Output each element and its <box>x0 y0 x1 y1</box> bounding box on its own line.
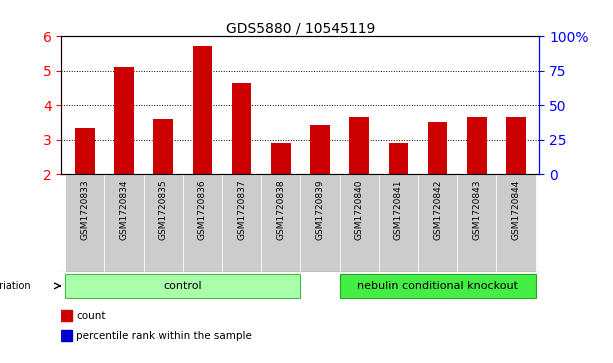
Bar <box>389 143 408 174</box>
Bar <box>153 119 173 174</box>
FancyBboxPatch shape <box>379 174 418 272</box>
Text: GSM1720838: GSM1720838 <box>276 179 285 240</box>
Text: count: count <box>76 311 105 321</box>
Bar <box>310 125 330 174</box>
FancyBboxPatch shape <box>65 274 300 298</box>
Text: GSM1720836: GSM1720836 <box>198 179 207 240</box>
FancyBboxPatch shape <box>104 174 143 272</box>
FancyBboxPatch shape <box>65 174 104 272</box>
Text: GSM1720843: GSM1720843 <box>472 179 481 240</box>
Title: GDS5880 / 10545119: GDS5880 / 10545119 <box>226 21 375 35</box>
Text: GSM1720842: GSM1720842 <box>433 179 442 240</box>
Bar <box>192 46 212 174</box>
Text: GSM1720834: GSM1720834 <box>120 179 129 240</box>
Bar <box>271 143 291 174</box>
Bar <box>428 122 447 174</box>
Text: control: control <box>164 281 202 291</box>
Text: GSM1720841: GSM1720841 <box>394 179 403 240</box>
Bar <box>506 117 526 174</box>
Text: GSM1720840: GSM1720840 <box>355 179 364 240</box>
FancyBboxPatch shape <box>143 174 183 272</box>
Bar <box>61 330 72 341</box>
Bar <box>349 117 369 174</box>
FancyBboxPatch shape <box>497 174 536 272</box>
Bar <box>114 68 134 174</box>
FancyBboxPatch shape <box>340 174 379 272</box>
FancyBboxPatch shape <box>340 274 536 298</box>
FancyBboxPatch shape <box>418 174 457 272</box>
Bar <box>75 128 94 174</box>
FancyBboxPatch shape <box>183 174 222 272</box>
FancyBboxPatch shape <box>261 174 300 272</box>
Text: GSM1720839: GSM1720839 <box>316 179 324 240</box>
Text: GSM1720833: GSM1720833 <box>80 179 89 240</box>
FancyBboxPatch shape <box>222 174 261 272</box>
Text: GSM1720844: GSM1720844 <box>511 179 520 240</box>
FancyBboxPatch shape <box>457 174 497 272</box>
Text: genotype/variation: genotype/variation <box>0 281 31 291</box>
Bar <box>232 83 251 174</box>
Text: percentile rank within the sample: percentile rank within the sample <box>76 331 252 341</box>
Text: GSM1720837: GSM1720837 <box>237 179 246 240</box>
Bar <box>467 117 487 174</box>
Bar <box>61 310 72 321</box>
Text: nebulin conditional knockout: nebulin conditional knockout <box>357 281 518 291</box>
FancyBboxPatch shape <box>300 174 340 272</box>
Text: GSM1720835: GSM1720835 <box>159 179 168 240</box>
